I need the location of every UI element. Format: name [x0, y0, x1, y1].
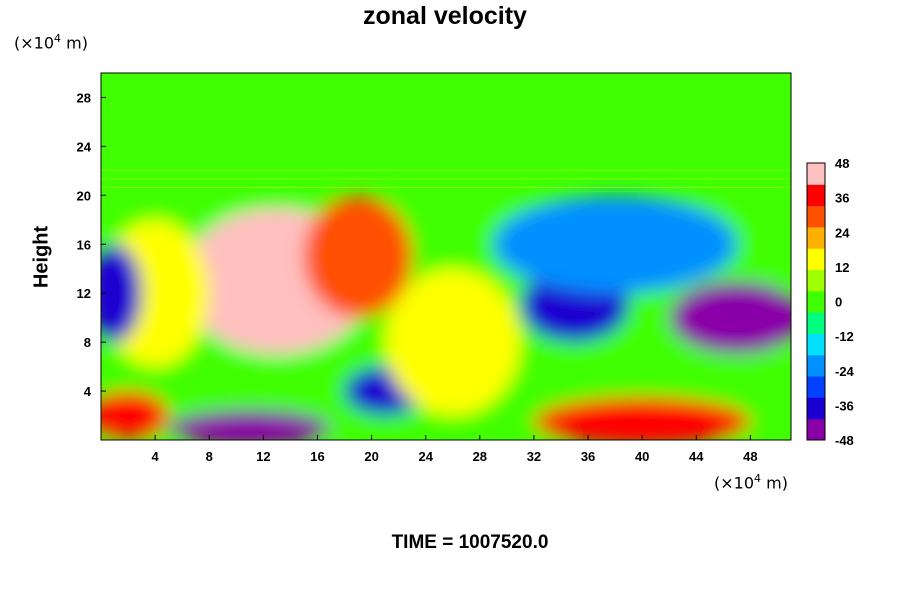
colorbar-band: [807, 248, 825, 271]
colorbar-tick-label: 0: [835, 295, 842, 310]
colorbar-band: [807, 333, 825, 356]
colorbar-band: [807, 163, 825, 185]
y-tick-label: 28: [77, 90, 91, 105]
x-tick-label: 8: [206, 449, 213, 464]
colorbar-band: [807, 184, 825, 207]
x-tick-label: 28: [473, 449, 487, 464]
velocity-feature-6: [493, 195, 737, 294]
plot-frame: [100, 72, 792, 441]
x-tick-label: 44: [689, 449, 704, 464]
x-tick-label: 20: [364, 449, 378, 464]
time-label: TIME = 1007520.0: [391, 532, 549, 553]
x-tick-label: 4: [152, 449, 160, 464]
colorbar-tick-label: 24: [835, 225, 850, 240]
velocity-feature-8: [168, 409, 331, 440]
colorbar-band: [807, 290, 825, 313]
colorbar-tick-label: -24: [835, 364, 855, 379]
colorbar-band: [807, 397, 825, 420]
velocity-feature-1: [303, 195, 413, 318]
x-tick-label: 24: [418, 449, 433, 464]
x-tick-label: 48: [743, 449, 757, 464]
colorbar-band: [807, 354, 825, 377]
y-tick-label: 12: [77, 286, 91, 301]
colorbar-tick-label: 48: [835, 156, 849, 171]
x-tick-label: 12: [256, 449, 270, 464]
y-axis: 4 8 12 16 20 24 28: [77, 90, 106, 399]
colorbar-tick-label: -36: [835, 398, 854, 413]
colorbar-band: [807, 226, 825, 249]
y-tick-label: 4: [84, 384, 92, 399]
plot-area: [101, 73, 791, 440]
y-tick-label: 8: [84, 335, 91, 350]
velocity-feature-4: [669, 280, 791, 355]
lower-layer: [101, 195, 791, 440]
x-tick-label: 40: [635, 449, 649, 464]
y-tick-label: 16: [77, 237, 91, 252]
colorbar-band: [807, 418, 825, 441]
y-axis-unit: (×104 m): [14, 32, 88, 53]
x-tick-label: 32: [527, 449, 541, 464]
colorbar-band: [807, 205, 825, 228]
colorbar-band: [807, 376, 825, 398]
colorbar-band: [807, 312, 825, 334]
y-tick-label: 20: [77, 188, 91, 203]
velocity-feature-11: [101, 391, 169, 440]
y-tick-label: 24: [77, 139, 92, 154]
colorbar-tick-label: 12: [835, 260, 849, 275]
x-tick-label: 16: [310, 449, 324, 464]
colorbar: 48 36 24 12 0 -12 -24 -36 -48: [806, 156, 855, 448]
velocity-feature-9: [385, 268, 521, 416]
colorbar-tick-label: -12: [835, 329, 854, 344]
chart-title: zonal velocity: [363, 2, 527, 30]
colorbar-band: [807, 269, 825, 292]
colorbar-frame: [806, 162, 826, 441]
x-axis-unit: (×104 m): [714, 472, 788, 493]
x-axis: 4 8 12 16 20 24 28 32 36 40 44 48: [152, 435, 758, 464]
colorbar-tick-label: -48: [835, 433, 854, 448]
colorbar-tick-label: 36: [835, 191, 849, 206]
velocity-feature-3: [101, 244, 142, 343]
x-tick-label: 36: [581, 449, 595, 464]
velocity-feature-10: [533, 397, 751, 440]
